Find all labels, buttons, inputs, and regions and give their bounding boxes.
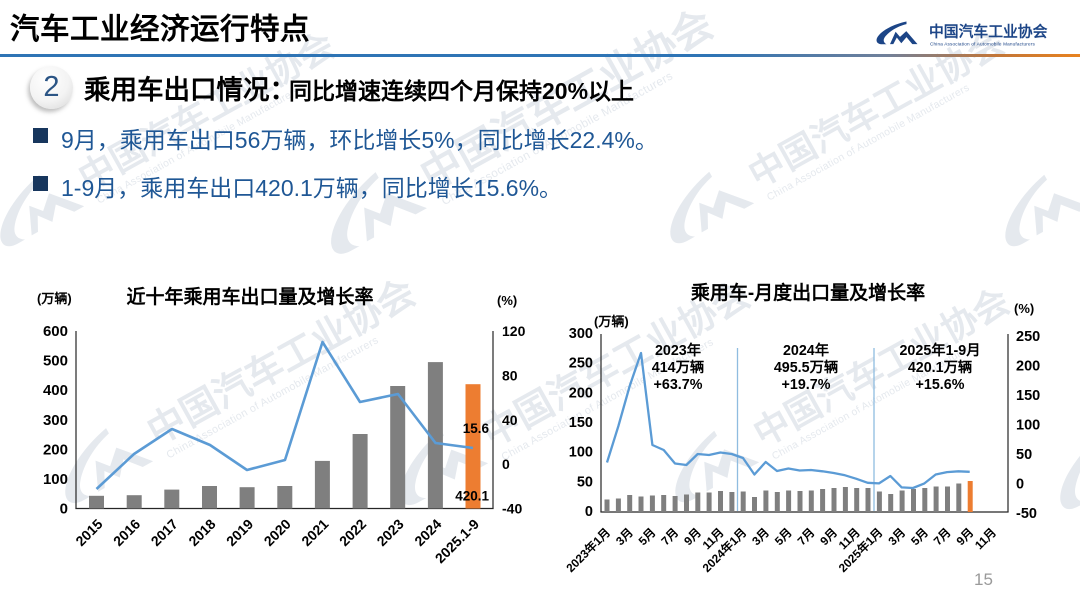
svg-text:0: 0 [502, 456, 510, 472]
svg-text:5月: 5月 [908, 525, 931, 548]
svg-text:+19.7%: +19.7% [782, 377, 831, 393]
svg-text:0: 0 [585, 504, 593, 520]
svg-text:250: 250 [1016, 329, 1040, 345]
svg-text:40: 40 [502, 412, 518, 428]
svg-text:2025年1-9月: 2025年1-9月 [899, 341, 980, 359]
svg-text:China Association of Automobil: China Association of Automobile Manufact… [930, 41, 1035, 46]
svg-text:150: 150 [569, 415, 593, 431]
svg-text:-40: -40 [502, 501, 522, 517]
svg-text:-50: -50 [1016, 506, 1037, 522]
svg-text:(%): (%) [1014, 301, 1034, 316]
svg-text:2021: 2021 [298, 516, 331, 549]
svg-text:2023年: 2023年 [655, 341, 701, 359]
svg-text:2017: 2017 [148, 516, 181, 549]
svg-text:2018: 2018 [185, 516, 218, 549]
svg-text:3月: 3月 [885, 525, 908, 548]
svg-text:近十年乘用车出口量及增长率: 近十年乘用车出口量及增长率 [126, 285, 373, 308]
svg-text:7月: 7月 [931, 525, 954, 548]
svg-text:414万辆: 414万辆 [652, 358, 704, 376]
svg-text:3月: 3月 [613, 525, 636, 548]
svg-text:(%): (%) [497, 293, 517, 308]
svg-text:11月: 11月 [972, 525, 999, 552]
svg-text:150: 150 [1016, 388, 1040, 404]
svg-text:7月: 7月 [795, 525, 818, 548]
svg-text:5月: 5月 [636, 525, 659, 548]
svg-text:120: 120 [502, 323, 526, 339]
svg-text:2023: 2023 [373, 516, 406, 549]
svg-text:495.5万辆: 495.5万辆 [774, 358, 838, 376]
svg-text:15.6: 15.6 [463, 421, 490, 436]
svg-text:50: 50 [1016, 447, 1032, 463]
svg-text:0: 0 [1016, 477, 1024, 493]
svg-text:420.1: 420.1 [455, 489, 489, 504]
svg-text:2020: 2020 [261, 516, 294, 549]
svg-text:500: 500 [43, 353, 68, 370]
svg-text:2015: 2015 [72, 516, 105, 549]
svg-text:600: 600 [43, 323, 68, 340]
svg-text:2019: 2019 [223, 516, 256, 549]
svg-text:250: 250 [569, 356, 593, 372]
svg-text:+63.7%: +63.7% [654, 377, 703, 393]
svg-text:7月: 7月 [658, 525, 681, 548]
svg-text:100: 100 [43, 471, 68, 488]
svg-text:+15.6%: +15.6% [916, 377, 965, 393]
svg-text:乘用车-月度出口量及增长率: 乘用车-月度出口量及增长率 [690, 281, 925, 304]
svg-text:2016: 2016 [110, 516, 143, 549]
svg-text:100: 100 [1016, 418, 1040, 434]
svg-text:50: 50 [577, 474, 593, 490]
svg-text:300: 300 [43, 412, 68, 429]
svg-text:200: 200 [43, 441, 68, 458]
svg-text:0: 0 [60, 501, 68, 518]
svg-text:中国汽车工业协会: 中国汽车工业协会 [929, 22, 1048, 40]
svg-text:200: 200 [1016, 359, 1040, 375]
svg-text:5月: 5月 [772, 525, 795, 548]
svg-text:2024: 2024 [411, 516, 444, 549]
svg-text:2023年1月: 2023年1月 [563, 525, 613, 575]
svg-text:3月: 3月 [749, 525, 772, 548]
svg-text:2024年: 2024年 [783, 341, 829, 359]
svg-text:(万辆): (万辆) [37, 291, 72, 306]
svg-text:(万辆): (万辆) [594, 314, 629, 329]
svg-text:420.1万辆: 420.1万辆 [908, 358, 972, 376]
svg-text:300: 300 [569, 326, 593, 342]
svg-text:2022: 2022 [336, 516, 369, 549]
svg-text:100: 100 [569, 445, 593, 461]
svg-text:200: 200 [569, 385, 593, 401]
svg-text:80: 80 [502, 367, 518, 383]
svg-text:400: 400 [43, 382, 68, 399]
